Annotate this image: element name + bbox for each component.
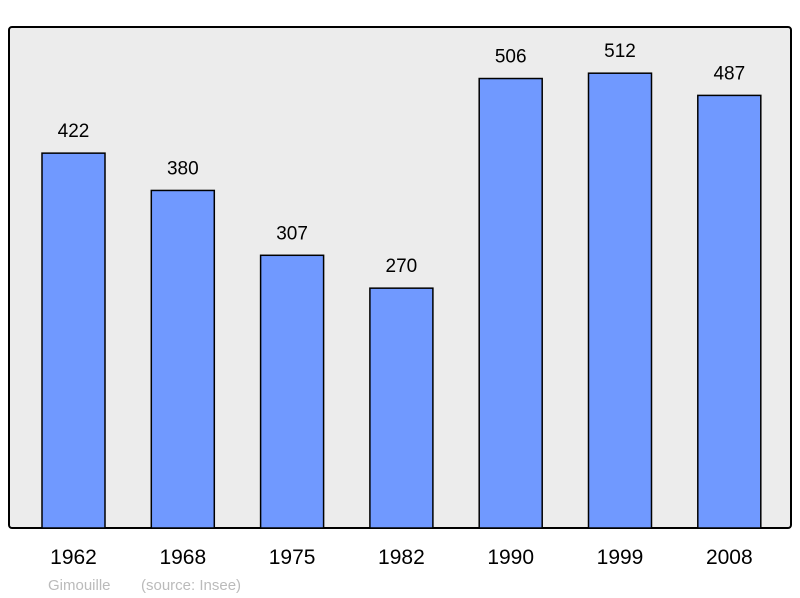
footer-commune: Gimouille [48,577,111,594]
x-tick-1982: 1982 [378,546,425,569]
x-tick-1975: 1975 [269,546,316,569]
bar-1975 [259,254,325,529]
bar-1990 [478,77,543,529]
x-tick-1999: 1999 [597,546,644,569]
data-label-1968: 380 [167,158,199,179]
data-label-1962: 422 [58,121,90,142]
bar-1968 [150,189,216,529]
data-label-1975: 307 [276,223,308,244]
bar-1999 [587,72,653,529]
bar-1982 [369,287,434,529]
x-tick-2008: 2008 [706,546,753,569]
data-label-2008: 487 [713,63,745,84]
x-tick-1962: 1962 [50,546,97,569]
bar-1962 [41,152,106,529]
bar-2008 [697,94,762,529]
x-tick-1968: 1968 [159,546,206,569]
footer-source: (source: Insee) [141,577,241,594]
data-label-1990: 506 [495,47,527,68]
data-label-1982: 270 [386,256,418,277]
data-label-1999: 512 [604,41,636,62]
x-tick-1990: 1990 [487,546,534,569]
